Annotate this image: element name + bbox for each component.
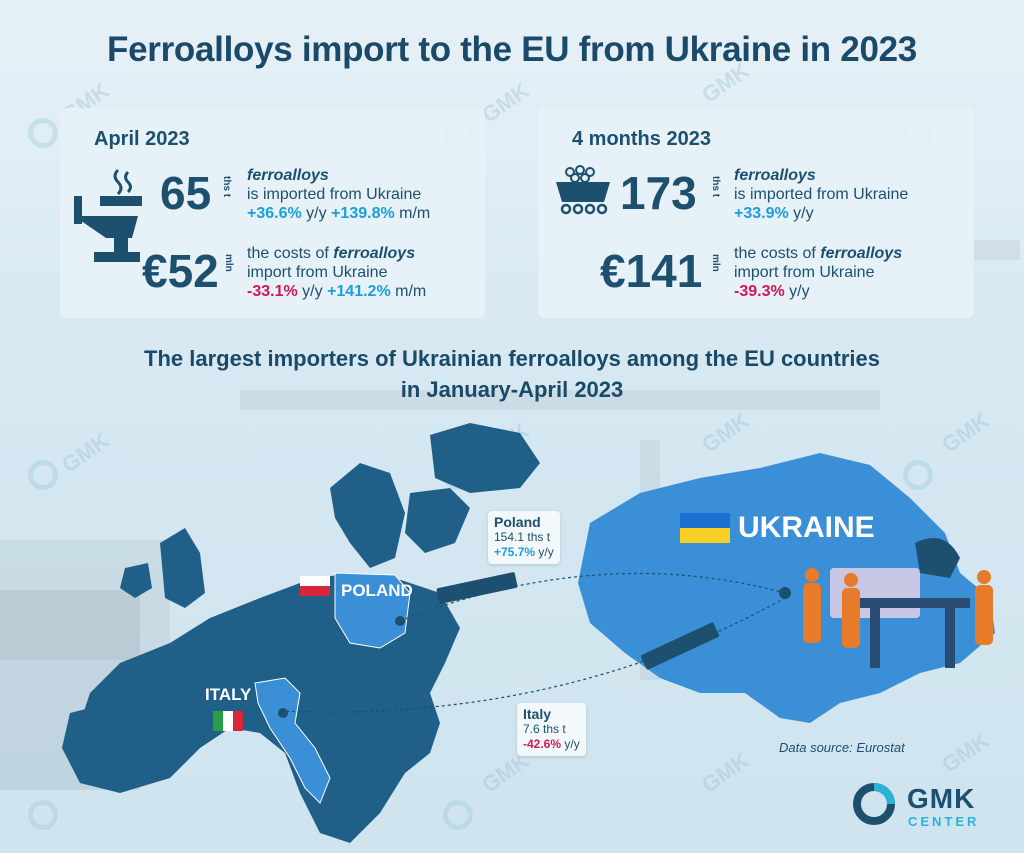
poland-info-box: Poland 154.1 ths t +75.7% y/y xyxy=(488,511,560,564)
four-months-volume-unit: ths t xyxy=(710,176,721,198)
four-months-cost: €141 xyxy=(600,245,703,297)
italy-info-box: Italy 7.6 ths t -42.6% y/y xyxy=(517,703,586,756)
four-months-heading: 4 months 2023 xyxy=(572,128,711,150)
gmk-logo-ring-icon xyxy=(853,783,895,825)
april-volume-desc: ferroalloys is imported from Ukraine +36… xyxy=(247,167,431,222)
four-months-cost-desc: the costs of ferroalloys import from Ukr… xyxy=(734,245,903,300)
four-months-volume: 173 xyxy=(620,167,697,219)
april-volume: 65 xyxy=(160,167,212,219)
page-title: Ferroalloys import to the EU from Ukrain… xyxy=(107,30,917,69)
april-cost-unit: mln xyxy=(223,254,234,272)
poland-region xyxy=(334,572,411,649)
april-card: April 2023 65 ths t ferroalloys is impor… xyxy=(60,108,485,318)
four-months-cost-unit: mln xyxy=(710,254,721,272)
logo-name: GMK xyxy=(907,783,976,814)
gmk-logo: GMK CENTER xyxy=(851,781,1001,831)
april-volume-unit: ths t xyxy=(221,176,232,198)
italy-label: ITALY xyxy=(205,685,252,704)
section-subtitle: The largest importers of Ukrainian ferro… xyxy=(144,346,880,402)
data-source: Data source: Eurostat xyxy=(779,740,905,755)
ladle-icon xyxy=(74,168,142,262)
europe-map xyxy=(62,423,995,843)
four-months-card: 4 months 2023 173 ths t ferroalloys is i… xyxy=(538,108,974,318)
april-cost: €52 xyxy=(142,245,219,297)
april-cost-desc: the costs of ferroalloys import from Ukr… xyxy=(247,245,427,300)
ukraine-label: UKRAINE xyxy=(738,511,875,544)
april-heading: April 2023 xyxy=(94,128,190,150)
ore-cart-icon xyxy=(556,165,610,215)
italy-region xyxy=(254,677,331,804)
logo-sub: CENTER xyxy=(908,814,980,829)
four-months-volume-desc: ferroalloys is imported from Ukraine +33… xyxy=(734,167,909,222)
poland-label: POLAND xyxy=(341,581,413,600)
